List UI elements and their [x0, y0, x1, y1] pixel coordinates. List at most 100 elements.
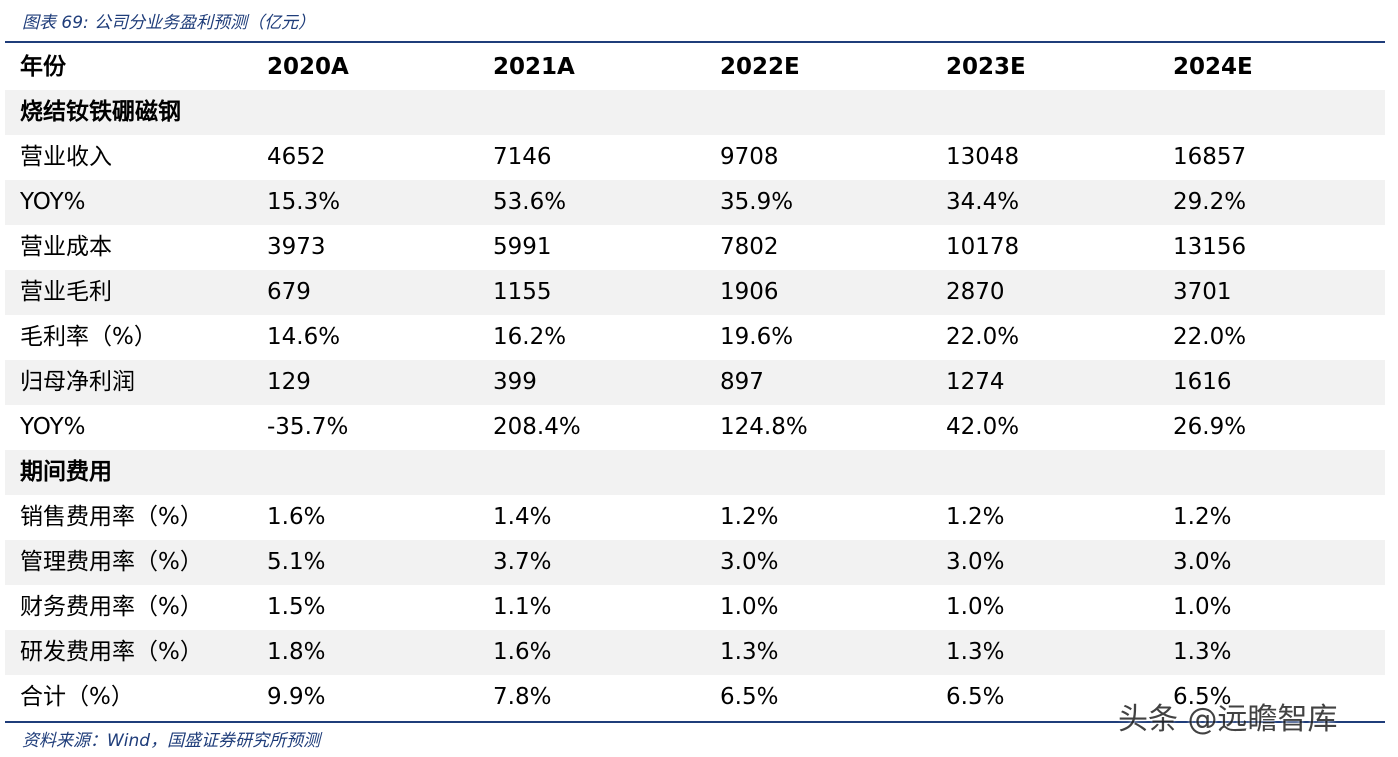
table-cell: 3.0%	[946, 549, 1005, 575]
table-cell: 1.0%	[720, 594, 779, 620]
table-cell: 1.0%	[946, 594, 1005, 620]
table-cell: 2870	[946, 279, 1005, 305]
table-row: YOY% 15.3% 53.6% 35.9% 34.4% 29.2%	[5, 180, 1385, 225]
table-cell: 研发费用率（%）	[20, 639, 203, 665]
table-cell: 22.0%	[1173, 324, 1247, 350]
table-cell: 7802	[720, 234, 779, 260]
table-cell: 1.3%	[720, 639, 779, 665]
table-cell: 14.6%	[267, 324, 341, 350]
table-cell: 15.3%	[267, 189, 341, 215]
table-row: 归母净利润 129 399 897 1274 1616	[5, 360, 1385, 405]
table-cell: 营业成本	[20, 234, 112, 260]
table-cell: 124.8%	[720, 414, 808, 440]
table-row: 毛利率（%） 14.6% 16.2% 19.6% 22.0% 22.0%	[5, 315, 1385, 360]
table-cell: 销售费用率（%）	[20, 504, 203, 530]
table-cell: 1155	[493, 279, 552, 305]
header-cell: 2020A	[267, 54, 349, 80]
table-cell: 16857	[1173, 144, 1247, 170]
header-cell: 2023E	[946, 54, 1026, 80]
table-cell: 1.2%	[946, 504, 1005, 530]
table-row: 营业收入 4652 7146 9708 13048 16857	[5, 135, 1385, 180]
table-cell: 129	[267, 369, 311, 395]
table-cell: 3.7%	[493, 549, 552, 575]
table-cell: 10178	[946, 234, 1020, 260]
table-cell: 营业收入	[20, 144, 112, 170]
table-cell: 7.8%	[493, 684, 552, 710]
table-cell: 毛利率（%）	[20, 324, 157, 350]
table-cell: 1274	[946, 369, 1005, 395]
table-cell: 1906	[720, 279, 779, 305]
table-cell: 1.8%	[267, 639, 326, 665]
table-cell: YOY%	[20, 189, 86, 215]
table-cell: 归母净利润	[20, 369, 135, 395]
table-cell: 6.5%	[720, 684, 779, 710]
table-cell: 5.1%	[267, 549, 326, 575]
table-cell: 1.2%	[1173, 504, 1232, 530]
source: 资料来源：Wind，国盛证券研究所预测	[22, 731, 321, 751]
table-row: 财务费用率（%） 1.5% 1.1% 1.0% 1.0% 1.0%	[5, 585, 1385, 630]
table-cell: 合计（%）	[20, 684, 134, 710]
rule	[5, 721, 1385, 723]
table-cell: 34.4%	[946, 189, 1020, 215]
table: 年份 2020A 2021A 2022E 2023E 2024E 烧结钕铁硼磁钢 营业收入 46…	[5, 45, 1385, 720]
table-cell: 1.0%	[1173, 594, 1232, 620]
table-cell: 1.1%	[493, 594, 552, 620]
table-row: 合计（%） 9.9% 7.8% 6.5% 6.5% 6.5%	[5, 675, 1385, 720]
table-cell: 22.0%	[946, 324, 1020, 350]
table-row: 管理费用率（%） 5.1% 3.7% 3.0% 3.0% 3.0%	[5, 540, 1385, 585]
watermark: 头条 @远瞻智库	[1118, 702, 1338, 737]
table-cell: -35.7%	[267, 414, 349, 440]
table-cell: 13048	[946, 144, 1020, 170]
table-row: 营业毛利 679 1155 1906 2870 3701	[5, 270, 1385, 315]
table-row: YOY% -35.7% 208.4% 124.8% 42.0% 26.9%	[5, 405, 1385, 450]
table-cell: 6.5%	[1173, 684, 1232, 710]
table-cell: 1.6%	[493, 639, 552, 665]
table-cell: 26.9%	[1173, 414, 1247, 440]
table-row: 销售费用率（%） 1.6% 1.4% 1.2% 1.2% 1.2%	[5, 495, 1385, 540]
table-cell: 53.6%	[493, 189, 567, 215]
table-cell: 13156	[1173, 234, 1247, 260]
header-row: 年份 2020A 2021A 2022E 2023E 2024E	[5, 45, 1385, 90]
table-cell: 1616	[1173, 369, 1232, 395]
rule	[5, 41, 1385, 43]
table-cell: 6.5%	[946, 684, 1005, 710]
section-row: 期间费用	[5, 450, 1385, 495]
table-cell: 29.2%	[1173, 189, 1247, 215]
table-cell: 208.4%	[493, 414, 581, 440]
table-cell: 期间费用	[20, 459, 112, 485]
table-cell: 财务费用率（%）	[20, 594, 203, 620]
table-cell: YOY%	[20, 414, 86, 440]
table-cell: 1.4%	[493, 504, 552, 530]
table-row: 营业成本 3973 5991 7802 10178 13156	[5, 225, 1385, 270]
table-cell: 7146	[493, 144, 552, 170]
table-cell: 399	[493, 369, 537, 395]
title: 图表 69: 公司分业务盈利预测（亿元）	[22, 13, 316, 33]
table-cell: 4652	[267, 144, 326, 170]
table-cell: 9.9%	[267, 684, 326, 710]
table-cell: 管理费用率（%）	[20, 549, 203, 575]
table-cell: 19.6%	[720, 324, 794, 350]
header-cell: 2024E	[1173, 54, 1253, 80]
table-cell: 679	[267, 279, 311, 305]
table-cell: 16.2%	[493, 324, 567, 350]
header-cell: 年份	[20, 54, 66, 80]
table-cell: 35.9%	[720, 189, 794, 215]
table-cell: 3.0%	[1173, 549, 1232, 575]
header-cell: 2021A	[493, 54, 575, 80]
table-cell: 烧结钕铁硼磁钢	[20, 99, 181, 125]
header-cell: 2022E	[720, 54, 800, 80]
table-cell: 1.2%	[720, 504, 779, 530]
table-cell: 3701	[1173, 279, 1232, 305]
table-cell: 9708	[720, 144, 779, 170]
table-cell: 1.3%	[1173, 639, 1232, 665]
table-cell: 5991	[493, 234, 552, 260]
table-cell: 3.0%	[720, 549, 779, 575]
table-cell: 897	[720, 369, 764, 395]
table-row: 研发费用率（%） 1.8% 1.6% 1.3% 1.3% 1.3%	[5, 630, 1385, 675]
table-cell: 3973	[267, 234, 326, 260]
table-cell: 营业毛利	[20, 279, 112, 305]
table-cell: 1.3%	[946, 639, 1005, 665]
table-cell: 1.6%	[267, 504, 326, 530]
section-row: 烧结钕铁硼磁钢	[5, 90, 1385, 135]
